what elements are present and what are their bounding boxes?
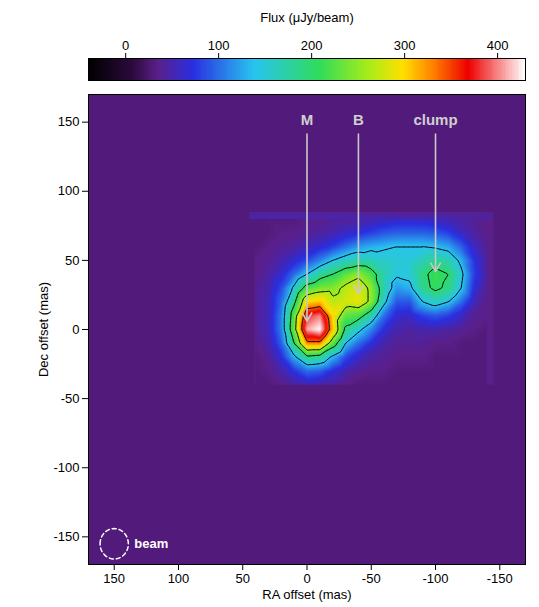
svg-text:100: 100	[58, 183, 80, 198]
svg-text:0: 0	[303, 571, 310, 586]
svg-text:-50: -50	[61, 391, 80, 406]
svg-text:150: 150	[58, 114, 80, 129]
svg-text:100: 100	[208, 38, 230, 53]
svg-text:-150: -150	[487, 571, 513, 586]
svg-text:clump: clump	[413, 111, 457, 128]
svg-text:0: 0	[72, 322, 79, 337]
svg-text:Dec offset (mas): Dec offset (mas)	[36, 282, 51, 377]
svg-text:150: 150	[103, 571, 125, 586]
svg-text:RA offset (mas): RA offset (mas)	[262, 587, 351, 602]
svg-text:-50: -50	[362, 571, 381, 586]
svg-text:400: 400	[487, 38, 509, 53]
svg-text:50: 50	[236, 571, 250, 586]
svg-text:beam: beam	[134, 536, 168, 551]
svg-text:0: 0	[122, 38, 129, 53]
svg-text:200: 200	[301, 38, 323, 53]
svg-text:B: B	[353, 111, 364, 128]
svg-text:Flux (μJy/beam): Flux (μJy/beam)	[260, 10, 353, 25]
svg-text:M: M	[301, 111, 314, 128]
svg-text:-150: -150	[53, 529, 79, 544]
svg-text:100: 100	[168, 571, 190, 586]
svg-text:50: 50	[65, 253, 79, 268]
svg-text:-100: -100	[423, 571, 449, 586]
svg-text:300: 300	[394, 38, 416, 53]
svg-text:-100: -100	[53, 460, 79, 475]
